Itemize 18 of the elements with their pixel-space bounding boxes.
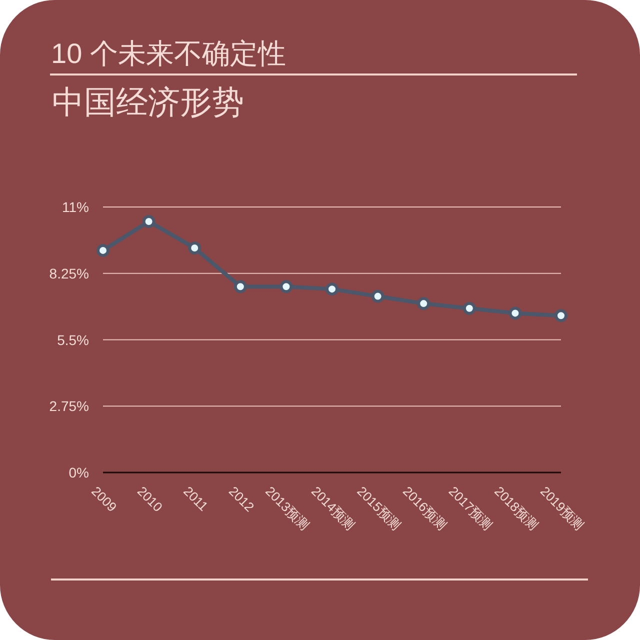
point [326,282,338,296]
point [462,302,476,315]
y-tick-label: 0% [68,464,89,480]
point [417,297,430,310]
y-tick-label: 2.75% [49,398,89,414]
point [142,214,156,228]
point [554,309,568,322]
point [371,290,384,303]
point [280,280,293,294]
chart-subtitle: 中国经济形势 [52,84,244,120]
point [96,244,110,257]
y-tick-label: 5.5% [57,332,89,348]
y-tick-label: 8.25% [49,265,89,282]
chart-title: 10 个未来不确定性 [51,38,286,69]
point [508,306,522,320]
point [188,242,202,255]
point [234,280,247,294]
y-tick-label: 11% [62,199,89,215]
